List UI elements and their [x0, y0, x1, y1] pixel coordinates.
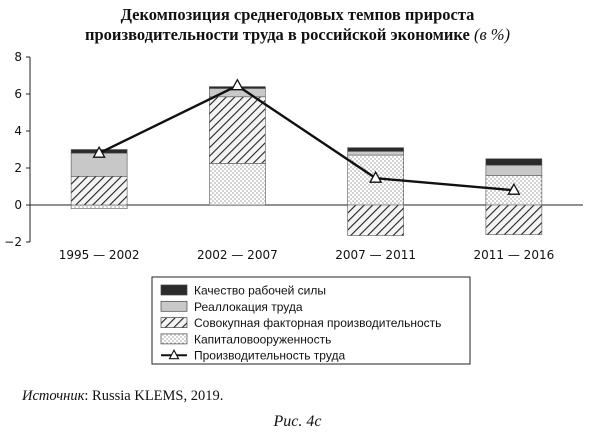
chart-svg: −2 0 2 4 6 8 1995 — 2002 2002 — 2007 2007 — 201… [4, 50, 583, 365]
legend-swatch [160, 284, 188, 296]
bar-segment [485, 164, 543, 176]
legend-swatch [160, 317, 188, 328]
x-category-label: 2002 — 2007 [197, 248, 278, 262]
legend-label: Качество рабочей силы [194, 284, 326, 298]
bar-segment [70, 176, 128, 206]
chart-title-units: (в %) [473, 25, 510, 44]
y-tick-label: 0 [14, 198, 22, 212]
bar-segment [347, 147, 404, 152]
x-category-label: 1995 — 2002 [59, 248, 140, 262]
chart-title-line2-wrap: производительности труда в российской эк… [0, 25, 595, 45]
bar-segment [347, 204, 404, 236]
x-category-label: 2011 — 2016 [474, 248, 555, 262]
line-point-triangle [92, 145, 106, 158]
chart-title-line2: производительности труда в российской эк… [85, 25, 470, 44]
legend-swatch [160, 300, 188, 312]
x-category-label: 2007 — 2011 [335, 248, 416, 262]
chart-title-line1: Декомпозиция среднегодовых темпов прирос… [120, 5, 475, 24]
legend-box [151, 276, 471, 365]
bar-segment [70, 204, 128, 209]
legend-swatch [160, 333, 188, 345]
y-tick-label: 4 [14, 124, 22, 138]
line-point-triangle [230, 78, 244, 91]
legend-label: Капиталовооруженность [194, 332, 331, 346]
bar-segment [209, 96, 266, 164]
figure-caption: Рис. 4с [273, 413, 322, 430]
y-tick-label: 6 [14, 87, 22, 101]
bar-segment [485, 158, 543, 166]
source-label: Источник [22, 388, 85, 404]
legend-label: Реаллокация труда [194, 300, 303, 314]
source-text: : Russia KLEMS, 2019. [84, 388, 224, 404]
legend-label: Совокупная факторная производительность [194, 316, 441, 330]
bar-segment [209, 163, 266, 206]
line-point-triangle [507, 182, 521, 195]
legend-triangle-marker [168, 349, 180, 360]
legend-label: Производительность труда [194, 349, 345, 363]
chart-title: Декомпозиция среднегодовых темпов прирос… [0, 5, 595, 45]
productivity-line [98, 84, 514, 192]
source-note: Источник: Russia KLEMS, 2019. [22, 388, 223, 405]
y-tick-label: 8 [14, 50, 22, 64]
y-tick-label: 2 [14, 161, 22, 175]
line-point-triangle [369, 170, 383, 183]
y-tick-label: −2 [4, 235, 22, 249]
bar-segment [485, 204, 543, 235]
bar-segment [347, 151, 404, 156]
